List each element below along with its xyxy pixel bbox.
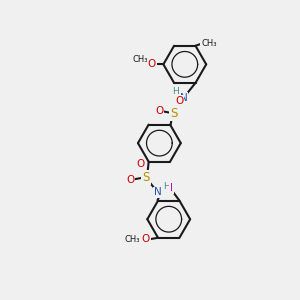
Text: I: I [170, 183, 173, 193]
Text: S: S [170, 107, 178, 120]
Text: S: S [142, 171, 150, 184]
Text: N: N [154, 188, 162, 197]
Text: O: O [148, 59, 156, 69]
Text: O: O [142, 234, 150, 244]
Text: CH₃: CH₃ [201, 39, 217, 48]
Text: H: H [163, 182, 170, 191]
Text: CH₃: CH₃ [132, 55, 148, 64]
Text: O: O [155, 106, 164, 116]
Text: O: O [175, 96, 184, 106]
Text: O: O [126, 176, 135, 185]
Text: O: O [136, 159, 144, 169]
Text: N: N [180, 93, 187, 103]
Text: H: H [172, 87, 179, 96]
Text: CH₃: CH₃ [125, 235, 140, 244]
